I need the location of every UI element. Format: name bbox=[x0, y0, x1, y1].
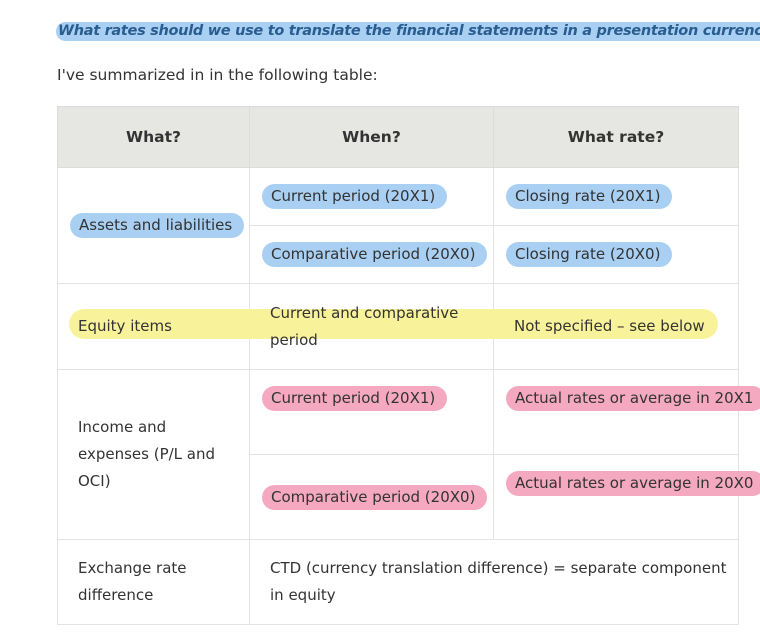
equity-label-cell: Equity items bbox=[57, 283, 250, 370]
assets-comparative-when: Comparative period (20X0) bbox=[262, 242, 488, 267]
income-current-when: Current period (20X1) bbox=[262, 386, 448, 411]
assets-label-cell: Assets and liabilities bbox=[57, 167, 250, 284]
table-row: Exchange rate difference CTD (currency t… bbox=[57, 539, 739, 625]
assets-comparative-rate-cell: Closing rate (20X0) bbox=[493, 225, 739, 284]
question-heading: What rates should we use to translate th… bbox=[56, 22, 760, 41]
exchange-text-cell: CTD (currency translation difference) = … bbox=[249, 539, 739, 625]
equity-when: Current and comparative period bbox=[270, 303, 459, 349]
assets-comparative-rate: Closing rate (20X0) bbox=[506, 242, 673, 267]
intro-text: I've summarized in in the following tabl… bbox=[57, 66, 378, 84]
equity-when-cell: Current and comparative period bbox=[249, 283, 494, 370]
assets-comparative-when-cell: Comparative period (20X0) bbox=[249, 225, 494, 284]
income-label-cell: Income and expenses (P/L and OCI) bbox=[57, 369, 250, 540]
income-current-when-cell: Current period (20X1) bbox=[249, 369, 494, 455]
income-comparative-when: Comparative period (20X0) bbox=[262, 484, 488, 510]
income-comparative-when-cell: Comparative period (20X0) bbox=[249, 454, 494, 540]
income-label: Income and expenses (P/L and OCI) bbox=[78, 418, 216, 490]
table-row: Comparative period (20X0) Actual rates o… bbox=[58, 454, 760, 540]
exchange-text: CTD (currency translation difference) = … bbox=[270, 559, 727, 604]
table-row: Income and expenses (P/L and OCI) Curren… bbox=[57, 369, 760, 540]
table-row: Assets and liabilities Current period (2… bbox=[57, 167, 739, 284]
equity-label: Equity items bbox=[78, 317, 172, 335]
income-comparative-rate: Actual rates or average in 20X0 bbox=[506, 471, 760, 496]
assets-current-rate-cell: Closing rate (20X1) bbox=[493, 167, 739, 226]
exchange-label: Exchange rate difference bbox=[78, 559, 187, 604]
equity-rate-cell: Not specified – see below bbox=[493, 283, 739, 370]
assets-current-when: Current period (20X1) bbox=[262, 184, 448, 209]
header-rate: What rate? bbox=[493, 106, 739, 168]
income-comparative-rate-cell: Actual rates or average in 20X0 bbox=[493, 454, 760, 540]
table-header-row: What? When? What rate? bbox=[57, 106, 739, 168]
assets-current-rate: Closing rate (20X1) bbox=[506, 184, 673, 209]
table-row: Equity items Current and comparative per… bbox=[57, 283, 739, 370]
income-current-rate: Actual rates or average in 20X1 bbox=[506, 386, 760, 411]
header-when: When? bbox=[249, 106, 494, 168]
header-what: What? bbox=[57, 106, 250, 168]
assets-label: Assets and liabilities bbox=[70, 213, 245, 238]
equity-rate: Not specified – see below bbox=[514, 317, 705, 335]
exchange-label-cell: Exchange rate difference bbox=[57, 539, 250, 625]
rates-table: What? When? What rate? Assets and liabil… bbox=[57, 106, 760, 625]
income-current-rate-cell: Actual rates or average in 20X1 bbox=[493, 369, 760, 455]
table-row: Comparative period (20X0) Closing rate (… bbox=[58, 225, 739, 284]
assets-current-when-cell: Current period (20X1) bbox=[249, 167, 494, 226]
